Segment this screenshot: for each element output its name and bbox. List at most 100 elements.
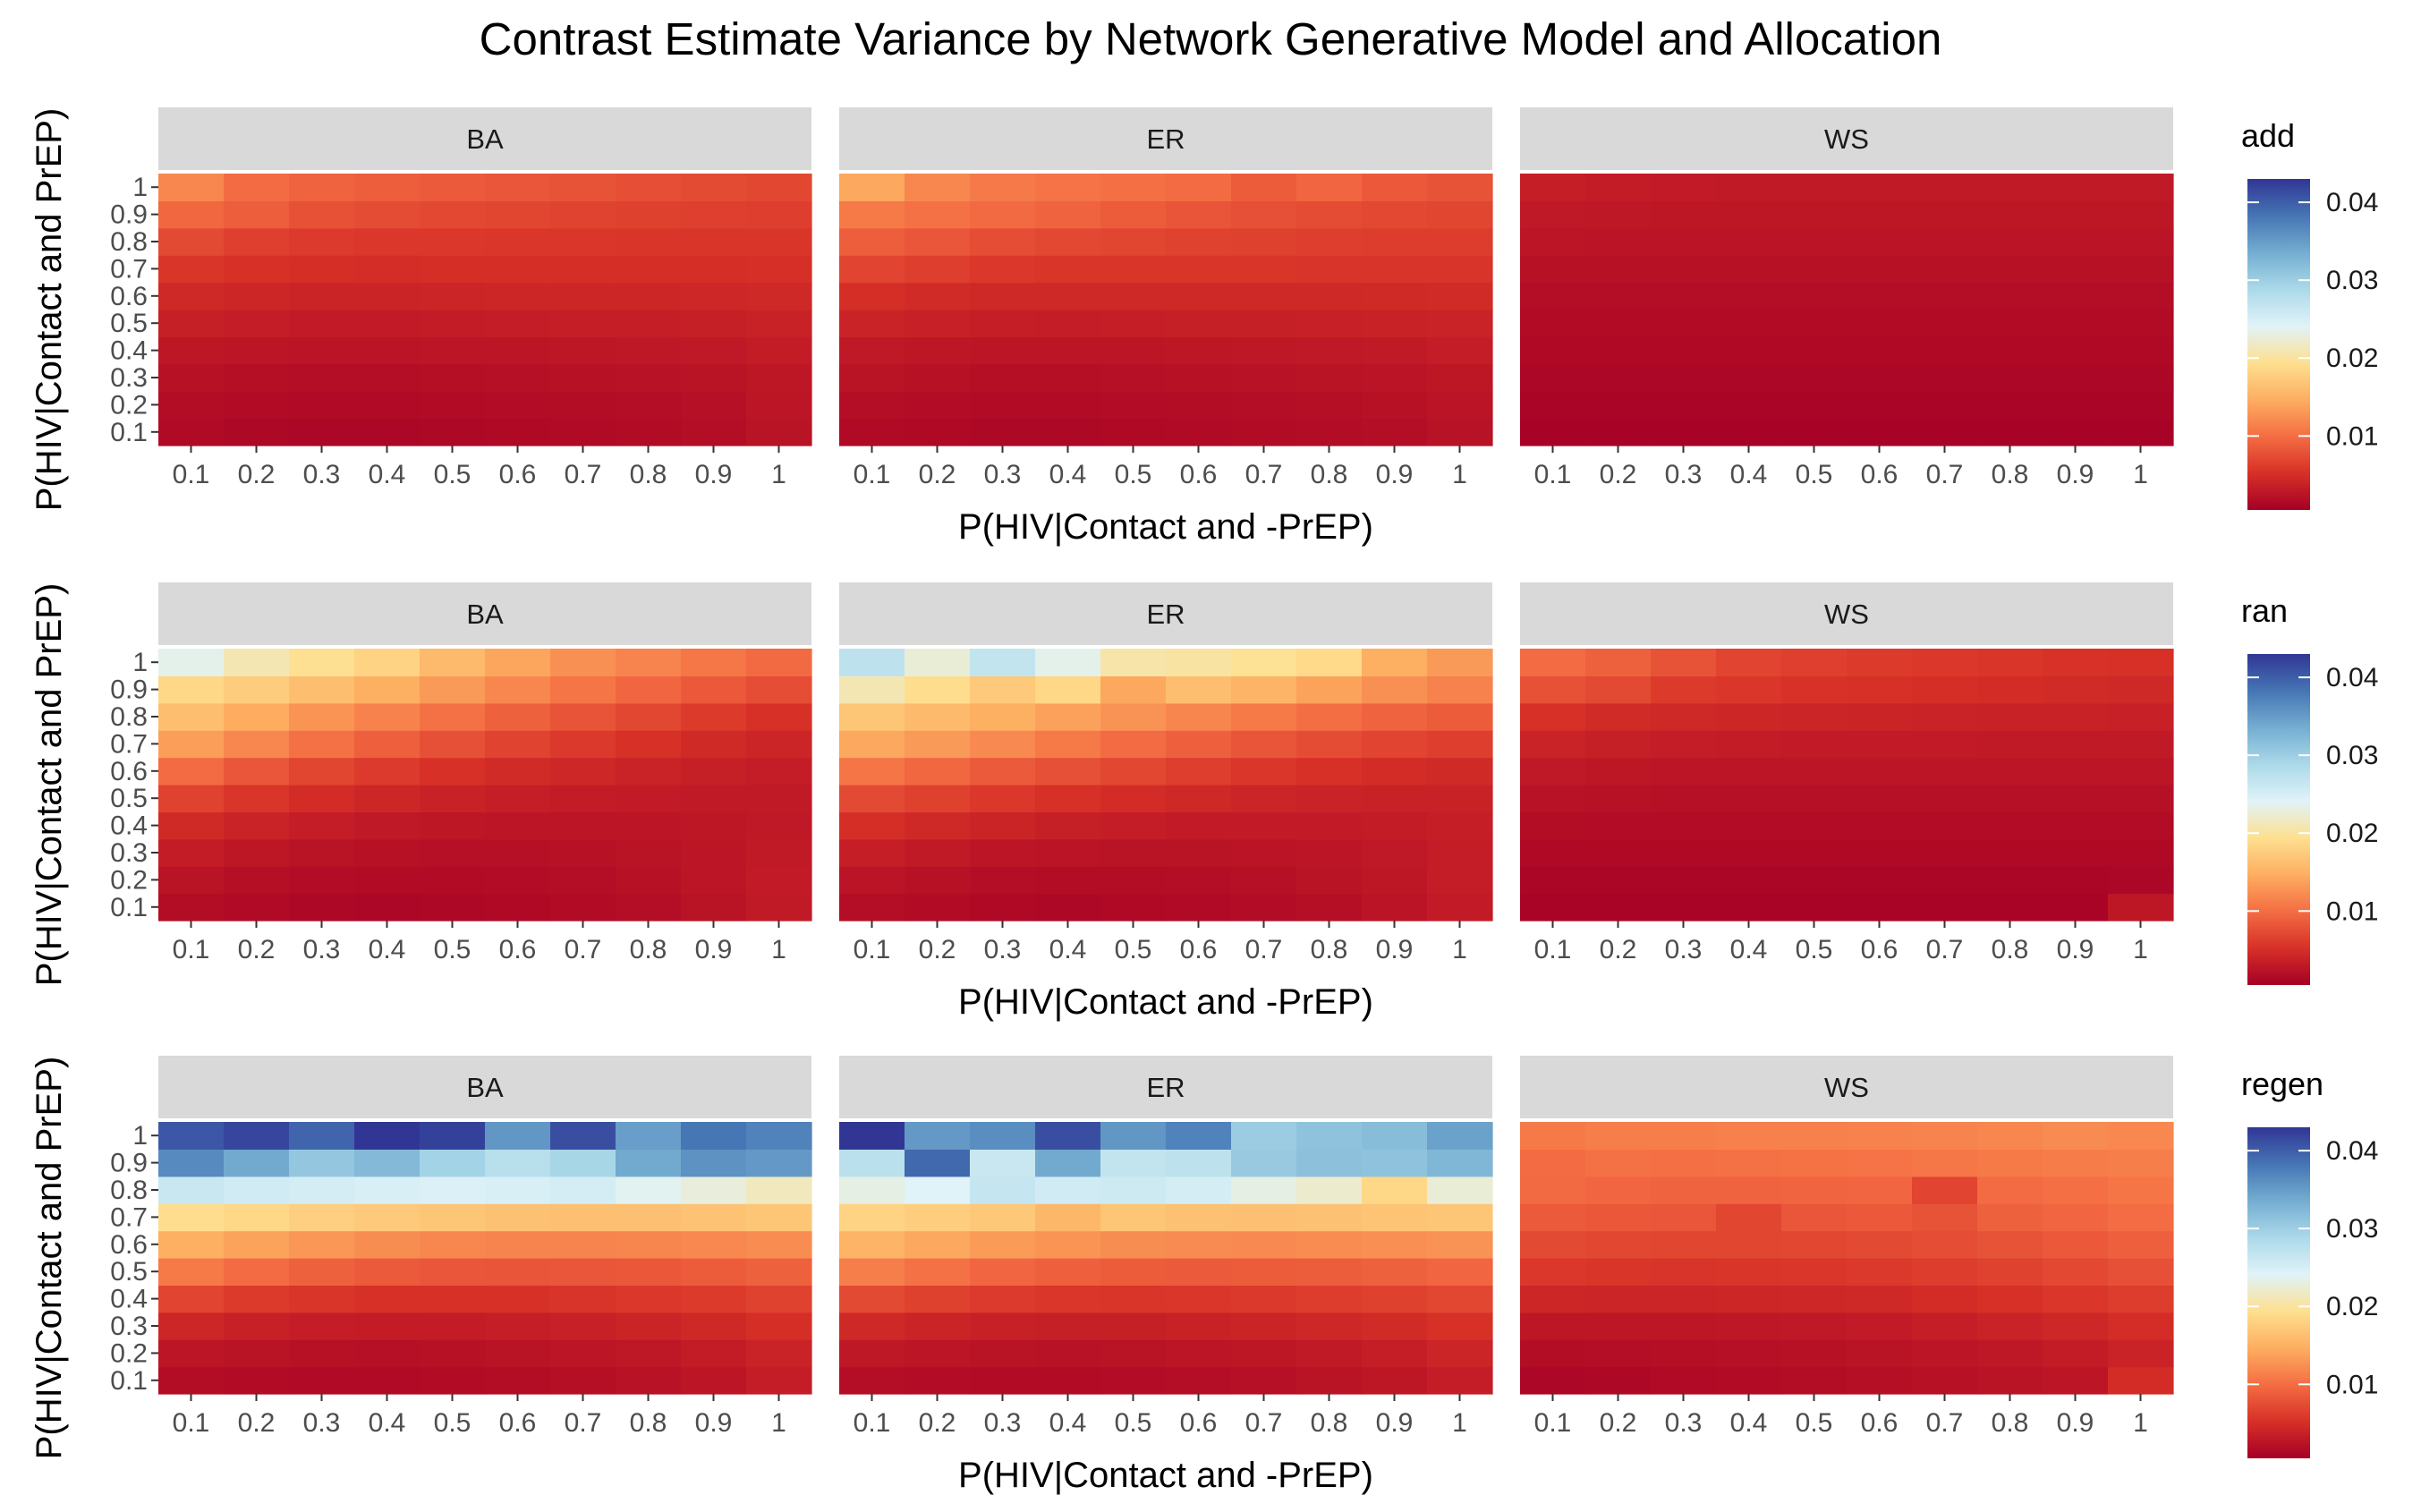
heatmap-cell: [1912, 757, 1978, 786]
heatmap-cell: [1231, 255, 1297, 284]
y-tick-label: 0.8: [110, 227, 148, 257]
heatmap-cell: [1520, 1149, 1586, 1177]
heatmap-cell: [1847, 649, 1913, 676]
heatmap-cell: [1100, 866, 1167, 895]
heatmap-cell: [158, 1122, 225, 1150]
legend-label: 0.04: [2326, 188, 2378, 217]
facet-label: ER: [1146, 123, 1185, 155]
heatmap-cell: [158, 391, 225, 420]
heatmap-cell: [1977, 785, 2043, 812]
heatmap-cell: [970, 282, 1036, 310]
heatmap-cell: [1427, 1176, 1493, 1204]
heatmap-cell: [224, 1366, 290, 1395]
heatmap-cell: [681, 702, 747, 731]
heatmap-cell: [1651, 227, 1717, 256]
heatmap-cell: [1651, 418, 1717, 446]
heatmap-cell: [550, 757, 616, 786]
heatmap-cell: [289, 702, 355, 731]
x-tick-label: 0.7: [1926, 1408, 1964, 1438]
heatmap-cell: [1427, 1339, 1493, 1368]
heatmap-cell: [158, 1149, 225, 1177]
heatmap-cell: [1296, 418, 1363, 446]
heatmap-cell: [1296, 255, 1363, 284]
heatmap-cell: [289, 174, 355, 201]
heatmap-cell: [158, 310, 225, 337]
heatmap-cell: [839, 649, 905, 676]
heatmap-cell: [1716, 893, 1782, 922]
heatmap-cell: [1362, 1258, 1428, 1286]
heatmap-cell: [1977, 255, 2043, 284]
heatmap-cell: [970, 1312, 1036, 1340]
heatmap-cell: [420, 1230, 486, 1259]
heatmap-cell: [1716, 1258, 1782, 1286]
heatmap-cell: [839, 310, 905, 337]
facet-label: BA: [466, 599, 504, 630]
heatmap-cell: [1585, 1258, 1652, 1286]
heatmap-cell: [485, 702, 551, 731]
heatmap-cell: [681, 282, 747, 310]
heatmap-cell: [839, 893, 905, 922]
heatmap-cell: [905, 811, 971, 840]
heatmap-cell: [485, 174, 551, 201]
heatmap-cell: [616, 282, 682, 310]
heatmap-cell: [354, 255, 420, 284]
x-tick-label: 0.8: [630, 935, 667, 964]
heatmap-cell: [289, 227, 355, 256]
heatmap-cell: [1166, 893, 1232, 922]
heatmap-cell: [289, 649, 355, 676]
heatmap-cell: [1781, 336, 1848, 365]
heatmap-cell: [1585, 200, 1652, 229]
x-tick-label: 0.5: [1796, 460, 1833, 489]
x-tick-label: 0.8: [1311, 1408, 1348, 1438]
heatmap-cell: [1362, 200, 1428, 229]
heatmap-cell: [420, 200, 486, 229]
heatmap-cell: [224, 174, 290, 201]
heatmap-cell: [158, 282, 225, 310]
heatmap-cell: [224, 1203, 290, 1232]
y-tick-label: 0.6: [110, 757, 148, 786]
heatmap-cell: [1427, 866, 1493, 895]
heatmap-cell: [1781, 1203, 1848, 1232]
x-tick-label: 0.9: [2057, 460, 2094, 489]
x-tick-label: 0.3: [1665, 460, 1703, 489]
x-tick-label: 0.6: [1180, 460, 1218, 489]
heatmap-cell: [839, 1230, 905, 1259]
y-tick-label: 0.5: [110, 1257, 148, 1287]
heatmap-cell: [485, 418, 551, 446]
heatmap-cell: [839, 785, 905, 812]
x-tick-label: 0.7: [565, 1408, 602, 1438]
heatmap-cell: [2108, 255, 2174, 284]
heatmap-cell: [2108, 310, 2174, 337]
heatmap-cell: [485, 227, 551, 256]
heatmap-cell: [1585, 1122, 1652, 1150]
heatmap-cell: [839, 1203, 905, 1232]
heatmap-cell: [616, 866, 682, 895]
heatmap-cell: [681, 174, 747, 201]
heatmap-cell: [1035, 200, 1101, 229]
heatmap-cell: [970, 1285, 1036, 1313]
heatmap-cell: [550, 838, 616, 867]
heatmap-cell: [970, 1258, 1036, 1286]
heatmap-cell: [1362, 675, 1428, 704]
heatmap-cell: [1427, 757, 1493, 786]
heatmap-cell: [970, 200, 1036, 229]
y-tick-label: 0.3: [110, 838, 148, 868]
x-tick-label: 1: [771, 1408, 786, 1438]
x-tick-label: 0.9: [2057, 935, 2094, 964]
heatmap-cell: [1296, 1312, 1363, 1340]
heatmap-cell: [158, 200, 225, 229]
heatmap-cell: [224, 1312, 290, 1340]
x-tick-label: 0.2: [919, 935, 956, 964]
heatmap-cell: [485, 649, 551, 676]
heatmap-cell: [550, 174, 616, 201]
heatmap-cell: [1427, 227, 1493, 256]
heatmap-cell: [1716, 649, 1782, 676]
heatmap-cell: [1651, 174, 1717, 201]
heatmap-cell: [158, 702, 225, 731]
heatmap-cell: [1100, 363, 1167, 392]
heatmap-cell: [839, 702, 905, 731]
x-tick-label: 1: [1452, 1408, 1467, 1438]
heatmap-cell: [289, 1230, 355, 1259]
heatmap-cell: [2108, 200, 2174, 229]
heatmap-cell: [1781, 866, 1848, 895]
